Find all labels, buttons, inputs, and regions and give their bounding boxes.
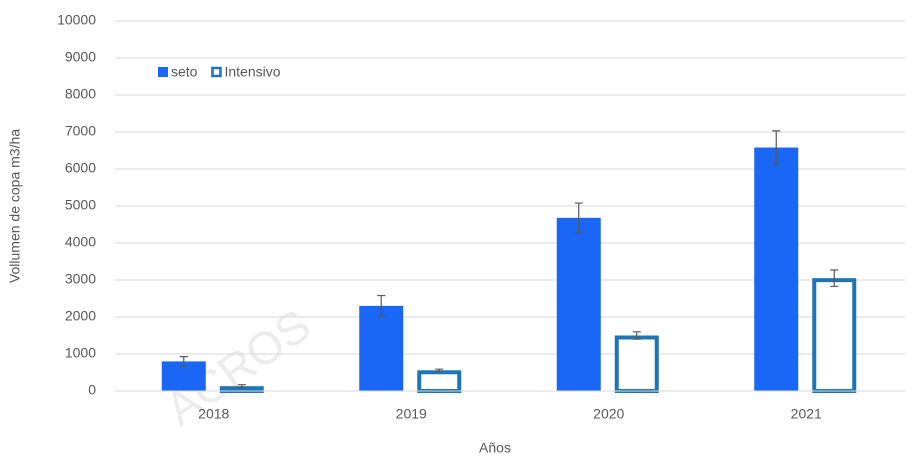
bar <box>754 147 799 391</box>
bar <box>812 278 857 393</box>
legend-swatch <box>158 67 168 77</box>
error-bar <box>377 294 386 317</box>
y-tick-label: 2000 <box>65 308 96 324</box>
y-tick-label: 4000 <box>65 234 96 250</box>
x-tick-label: 2020 <box>593 406 624 422</box>
error-bar <box>574 202 583 234</box>
legend-swatch <box>211 66 222 78</box>
x-axis-label: Años <box>479 440 511 456</box>
error-bar <box>830 269 839 287</box>
error-bar <box>632 331 641 340</box>
x-tick-label: 2019 <box>396 406 427 422</box>
y-tick-label: 1000 <box>65 345 96 361</box>
bar <box>556 217 601 391</box>
y-tick-label: 0 <box>88 382 96 398</box>
y-tick-label: 8000 <box>65 86 96 102</box>
y-tick-label: 3000 <box>65 271 96 287</box>
bar <box>359 305 404 391</box>
legend-label: Intensivo <box>224 64 280 80</box>
error-bar <box>772 130 781 165</box>
y-tick-label: 7000 <box>65 123 96 139</box>
x-tick-label: 2021 <box>791 406 822 422</box>
error-bar <box>179 355 188 367</box>
error-bar <box>237 384 246 389</box>
legend-label: seto <box>171 64 198 80</box>
x-tick-label: 2018 <box>198 406 229 422</box>
y-tick-label: 10000 <box>57 12 96 28</box>
y-tick-label: 5000 <box>65 197 96 213</box>
y-tick-label: 9000 <box>65 49 96 65</box>
bar <box>417 370 462 393</box>
y-tick-label: 6000 <box>65 160 96 176</box>
bar <box>614 335 659 393</box>
y-axis-label: Vollumen de copa m3/ha <box>7 129 23 283</box>
error-bar <box>435 368 444 372</box>
